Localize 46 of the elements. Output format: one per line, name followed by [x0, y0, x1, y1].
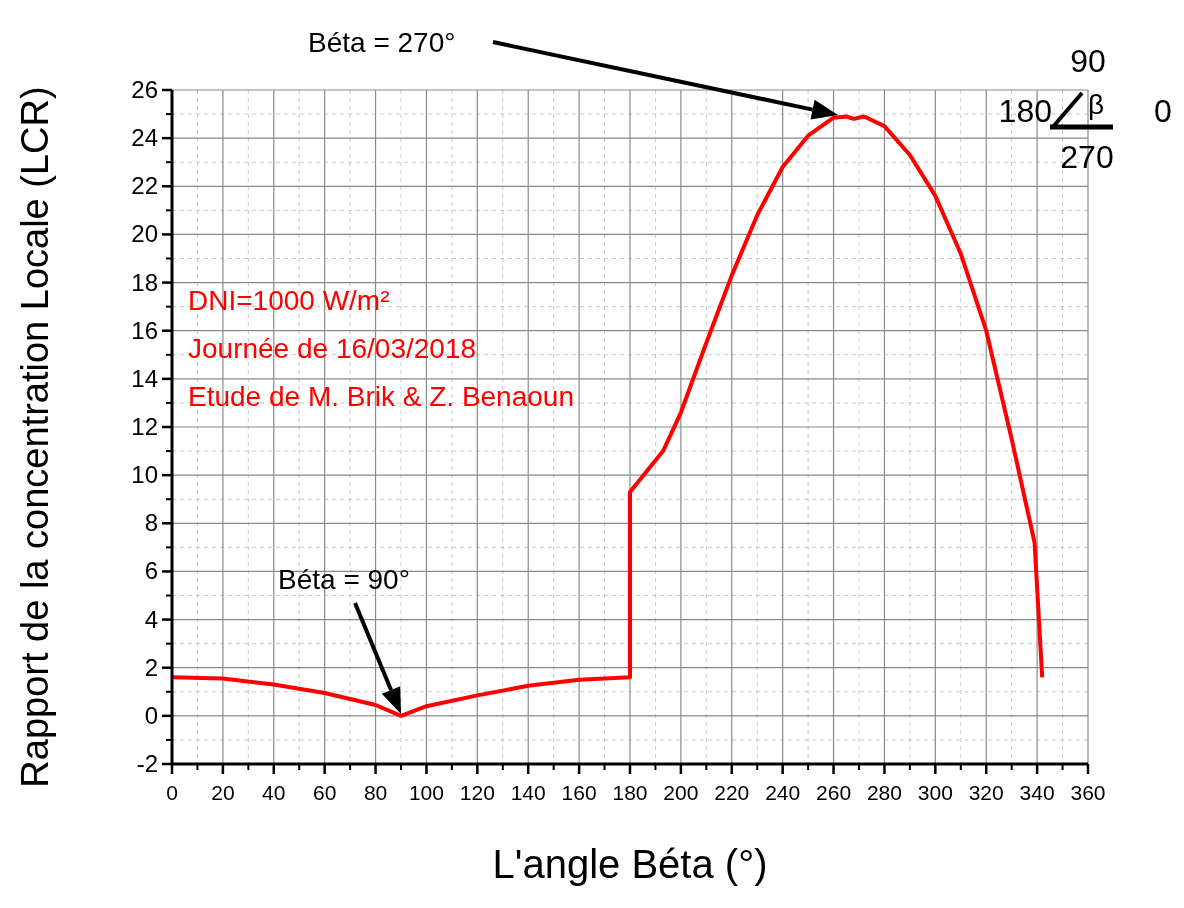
- y-tick-label: 4: [144, 605, 158, 633]
- y-tick-label: 16: [131, 316, 158, 344]
- x-tick-label: 0: [166, 781, 178, 804]
- x-tick-label: 160: [561, 781, 597, 804]
- x-tick-label: 280: [866, 781, 902, 804]
- x-tick-label: 80: [363, 781, 388, 804]
- annotation: 180: [998, 93, 1052, 129]
- annotation: Journée de 16/03/2018: [188, 333, 477, 364]
- text: 90: [1070, 43, 1106, 79]
- annotation: Etude de M. Brik & Z. Benaoun: [188, 381, 574, 412]
- x-tick-label: 340: [1019, 781, 1055, 804]
- y-tick-label: 18: [131, 268, 158, 296]
- text: 0: [1154, 93, 1172, 129]
- annotation: Béta = 90°: [278, 564, 410, 595]
- x-tick-label: 220: [714, 781, 750, 804]
- y-tick-label: 10: [131, 461, 158, 489]
- x-tick-label: 60: [312, 781, 337, 804]
- text: Béta = 270°: [308, 27, 456, 58]
- annotation: 270: [1060, 139, 1114, 175]
- x-tick-label: 180: [612, 781, 648, 804]
- x-tick-label: 360: [1070, 781, 1106, 804]
- y-tick-label: 22: [131, 172, 158, 200]
- x-tick-label: 240: [765, 781, 801, 804]
- x-tick-label: 100: [408, 781, 444, 804]
- y-tick-label: 12: [131, 413, 158, 440]
- y-tick-label: 14: [131, 364, 158, 392]
- x-tick-label: 300: [917, 781, 953, 804]
- x-tick-label: 20: [211, 781, 235, 804]
- y-tick-label: 20: [131, 220, 158, 248]
- x-axis-title: L'angle Béta (°): [492, 842, 768, 886]
- y-tick-label: 26: [131, 76, 158, 103]
- x-tick-label: 260: [816, 781, 852, 804]
- x-tick-label: 40: [262, 781, 286, 804]
- y-tick-label: 8: [144, 509, 158, 537]
- y-tick-label: 6: [144, 557, 158, 585]
- x-tick-label: 140: [510, 781, 546, 804]
- y-axis-title: Rapport de la concentration Locale (LCR): [14, 86, 56, 788]
- x-tick-label: 320: [968, 781, 1004, 804]
- y-tick-label: -2: [136, 750, 158, 777]
- annotation: β: [1087, 89, 1105, 120]
- y-tick-label: 0: [144, 701, 158, 729]
- y-tick-label: 24: [131, 124, 158, 152]
- x-tick-label: 200: [663, 781, 699, 804]
- x-tick-label: 120: [459, 781, 495, 804]
- annotation: DNI=1000 W/m²: [188, 285, 390, 316]
- y-tick-label: 2: [144, 653, 158, 681]
